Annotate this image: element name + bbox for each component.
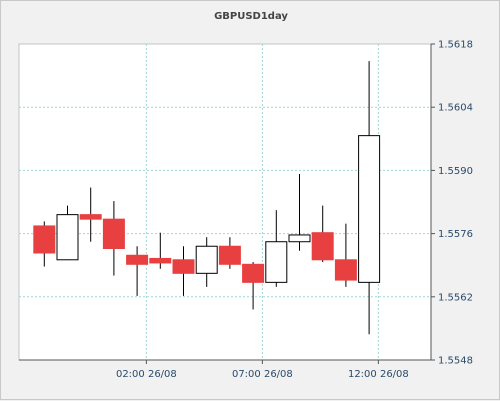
candle-body-up [56,214,79,261]
y-tick-label: 1.5562 [438,292,473,303]
candle-body-down [311,232,334,261]
candles [33,61,381,335]
candle-body-down [33,225,56,254]
candle-body-down [102,218,125,249]
candle-body-down [242,263,265,283]
candle-body-down [79,214,102,220]
y-tick-label: 1.5576 [438,229,473,240]
candle-body-down [334,259,357,281]
y-tick-label: 1.5590 [438,166,473,177]
axes: 1.5618 1.5604 1.5590 1.5576 1.5562 1.5548 02:0… [19,40,473,380]
candle-body-up [288,234,311,243]
candle-body-down [172,259,195,274]
x-tick-label: 07:00 26/08 [232,369,293,380]
y-tick-label: 1.5548 [438,356,473,367]
y-tick-label: 1.5618 [438,40,473,51]
candle-body-up [265,241,288,283]
candle-body-up [358,135,381,283]
x-tick-label: 12:00 26/08 [348,369,409,380]
candle-body-down [218,245,241,265]
candle-body-up [195,245,218,274]
y-tick-label: 1.5604 [438,103,473,114]
candle-body-down [126,254,149,265]
x-tick-label: 02:00 26/08 [116,369,177,380]
chart-title: GBPUSD1day [214,11,288,22]
candle-body-down [149,257,172,264]
